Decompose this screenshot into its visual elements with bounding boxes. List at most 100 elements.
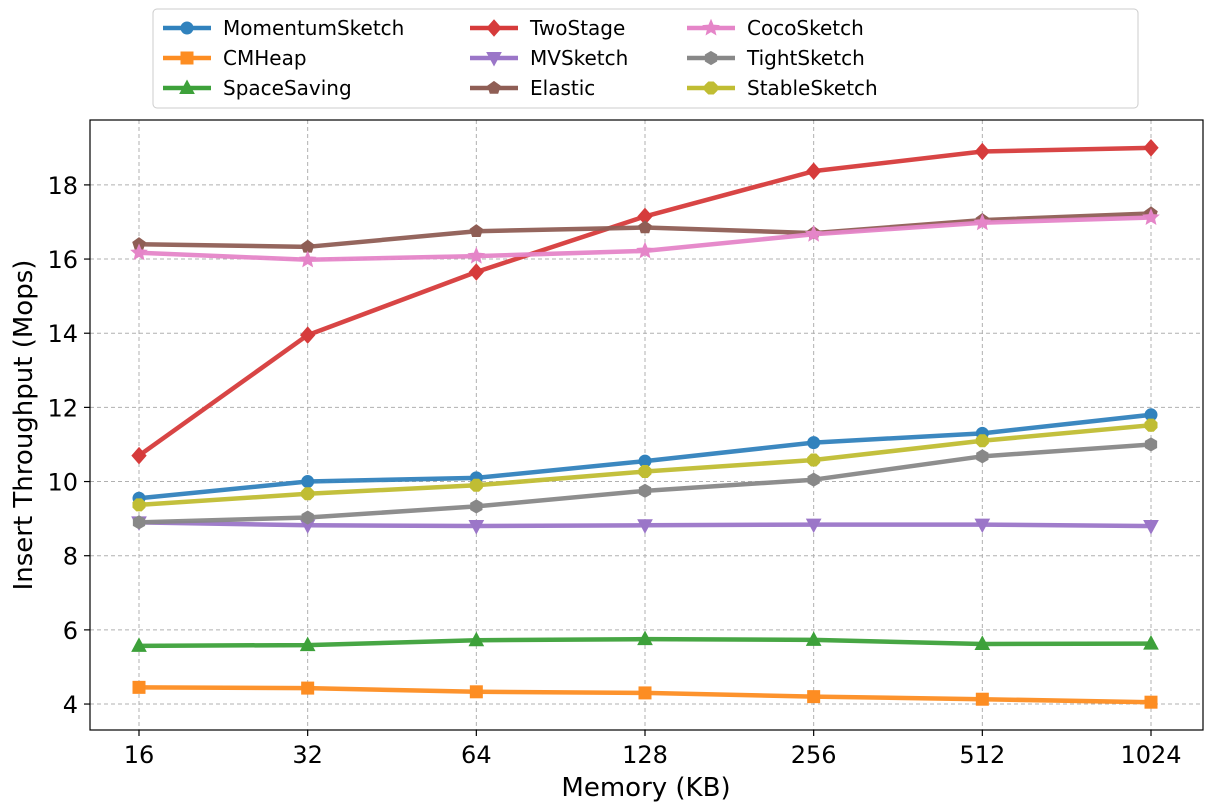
- y-tick-label: 16: [47, 246, 78, 274]
- legend-marker-cmheap: [180, 51, 194, 65]
- series-cocosketch: [130, 208, 1160, 268]
- data-point-spacesaving: [974, 635, 991, 650]
- series-tightsketch: [132, 437, 1158, 530]
- data-point-tightsketch: [807, 472, 820, 487]
- legend-label-stablesketch: StableSketch: [747, 76, 878, 100]
- legend-marker-tightsketch: [704, 50, 718, 66]
- data-point-cocosketch: [467, 246, 486, 264]
- data-point-cocosketch: [636, 241, 654, 259]
- data-point-twostage: [974, 142, 990, 161]
- data-point-twostage: [1143, 139, 1159, 157]
- data-point-spacesaving: [468, 631, 485, 647]
- y-tick-label: 18: [47, 172, 78, 200]
- data-point-cmheap: [1144, 695, 1158, 709]
- legend-item-twostage: TwoStage: [470, 16, 625, 40]
- data-point-twostage: [300, 326, 316, 344]
- legend: MomentumSketch CMHeap SpaceSaving TwoStage M…: [152, 8, 1139, 109]
- data-point-momentumsketch: [301, 475, 315, 489]
- tick-labels: 16 32 64 128 256 512 1024 4 6 8 10 12 14 16 18: [47, 172, 1181, 769]
- data-point-twostage: [806, 162, 822, 180]
- legend-label-spacesaving: SpaceSaving: [223, 76, 352, 100]
- data-point-elastic: [638, 220, 652, 234]
- legend-label-cocosketch: CocoSketch: [747, 16, 864, 40]
- legend-marker-spacesaving: [179, 79, 195, 94]
- y-tick-label: 14: [47, 320, 78, 348]
- data-point-mvsketch: [805, 518, 822, 534]
- x-tick-label: 16: [124, 741, 155, 769]
- data-point-cocosketch: [804, 224, 823, 242]
- data-point-elastic: [469, 224, 484, 237]
- legend-item-spacesaving: SpaceSaving: [163, 76, 352, 100]
- series-spacesaving: [131, 630, 1159, 652]
- series-cmheap: [132, 680, 1158, 709]
- legend-item-momentumsketch: MomentumSketch: [163, 16, 404, 40]
- legend-item-tightsketch: TightSketch: [687, 46, 865, 70]
- data-point-stablesketch: [807, 453, 821, 467]
- data-point-cmheap: [807, 690, 821, 704]
- data-point-stablesketch: [638, 465, 652, 479]
- legend-marker-elastic: [487, 80, 501, 94]
- data-point-twostage: [468, 263, 484, 281]
- legend-marker-stablesketch: [704, 81, 718, 95]
- data-point-spacesaving: [299, 636, 316, 652]
- data-point-mvsketch: [468, 520, 485, 535]
- y-axis-title: Insert Throughput (Mops): [9, 260, 39, 591]
- data-point-cmheap: [638, 686, 652, 700]
- data-point-mvsketch: [974, 518, 991, 534]
- legend-item-elastic: Elastic: [470, 76, 595, 100]
- data-point-spacesaving: [131, 637, 147, 652]
- data-point-tightsketch: [132, 515, 146, 530]
- y-tick-label: 6: [63, 617, 78, 645]
- data-point-stablesketch: [132, 498, 146, 512]
- series-momentumsketch: [132, 408, 1158, 505]
- data-point-stablesketch: [301, 487, 315, 501]
- y-tick-label: 4: [63, 691, 78, 719]
- data-point-tightsketch: [638, 483, 652, 498]
- legend-label-tightsketch: TightSketch: [746, 46, 865, 70]
- series-stablesketch: [132, 418, 1158, 512]
- legend-item-stablesketch: StableSketch: [687, 76, 878, 100]
- data-point-spacesaving: [1143, 635, 1159, 650]
- series-twostage: [131, 139, 1159, 465]
- legend-item-cmheap: CMHeap: [163, 46, 307, 70]
- legend-marker-mvsketch: [486, 52, 502, 67]
- data-point-spacesaving: [637, 630, 653, 646]
- legend-marker-cocosketch: [702, 18, 720, 36]
- data-point-cmheap: [975, 692, 989, 706]
- data-point-cocosketch: [973, 213, 992, 231]
- data-point-mvsketch: [1143, 520, 1159, 535]
- y-tick-label: 10: [47, 469, 78, 497]
- plot-frame: [89, 119, 1204, 731]
- x-tick-label: 32: [292, 741, 323, 769]
- data-point-cocosketch: [130, 243, 148, 261]
- y-tick-label: 8: [63, 543, 78, 571]
- data-point-tightsketch: [976, 449, 989, 464]
- legend-label-mvsketch: MVSketch: [530, 46, 628, 70]
- x-tick-label: 256: [791, 741, 837, 769]
- data-point-momentumsketch: [807, 436, 821, 450]
- data-point-stablesketch: [975, 434, 989, 448]
- data-point-stablesketch: [469, 478, 483, 492]
- legend-label-elastic: Elastic: [530, 76, 595, 100]
- data-point-twostage: [131, 446, 147, 465]
- data-point-stablesketch: [1144, 418, 1158, 432]
- x-tick-label: 1024: [1120, 741, 1181, 769]
- series-lines: [130, 139, 1160, 709]
- data-point-mvsketch: [637, 519, 653, 534]
- x-tick-label: 512: [959, 741, 1005, 769]
- data-point-tightsketch: [470, 499, 483, 514]
- data-point-cmheap: [469, 685, 483, 699]
- data-point-tightsketch: [1144, 437, 1158, 452]
- legend-label-twostage: TwoStage: [529, 16, 625, 40]
- data-point-cmheap: [301, 681, 315, 695]
- legend-frame: [152, 8, 1139, 109]
- legend-label-cmheap: CMHeap: [223, 46, 307, 70]
- data-point-tightsketch: [301, 510, 314, 525]
- legend-label-momentumsketch: MomentumSketch: [223, 16, 404, 40]
- x-tick-label: 128: [622, 741, 668, 769]
- data-point-cocosketch: [298, 250, 317, 268]
- data-point-cmheap: [132, 680, 146, 694]
- x-axis-title: Memory (KB): [561, 773, 730, 803]
